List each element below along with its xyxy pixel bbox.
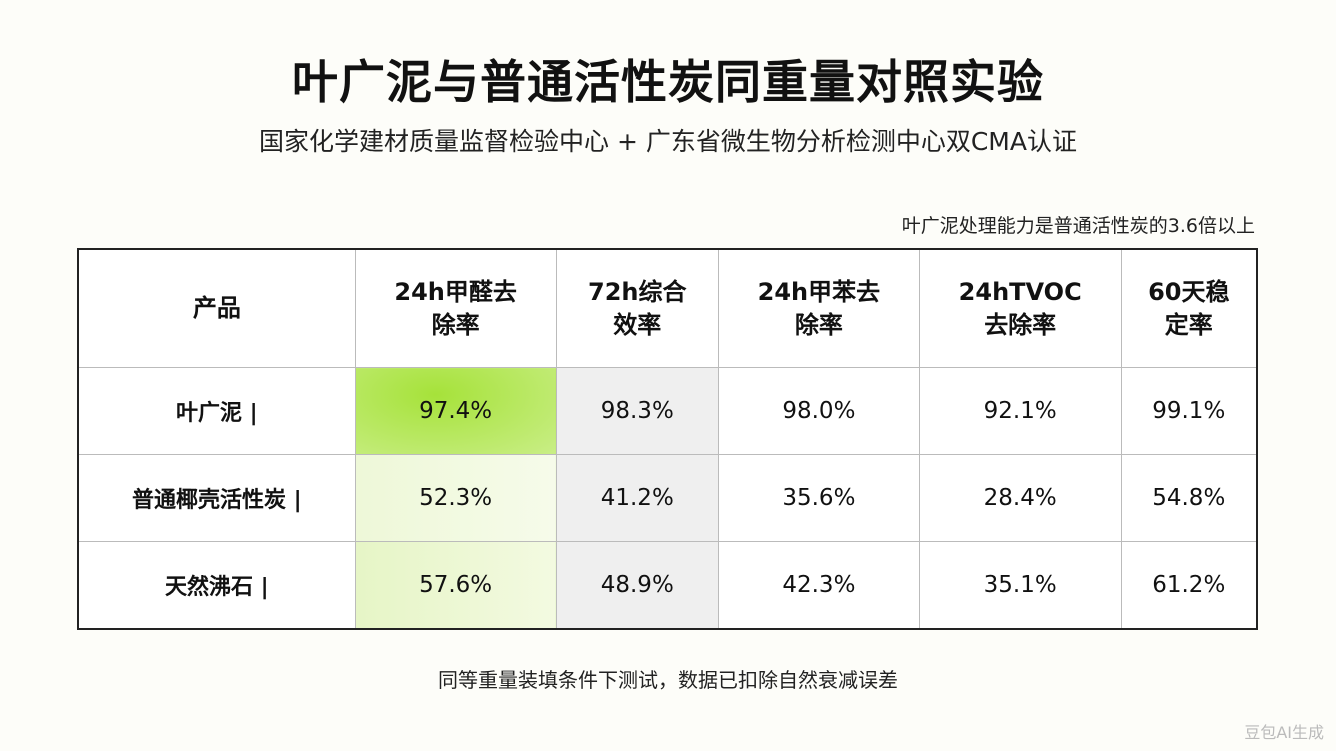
value-cell: 41.2% xyxy=(555,453,719,542)
header-line: 24hTVOC xyxy=(958,278,1082,307)
header-line: 除率 xyxy=(794,310,843,339)
subtitle: 国家化学建材质量监督检验中心 + 广东省微生物分析检测中心双CMA认证 xyxy=(259,127,1077,156)
header-cell: 60天稳定率 xyxy=(1120,248,1258,368)
header-line: 定率 xyxy=(1164,310,1213,339)
header-row: 产品 24h甲醛去 除率 72h综合 效率 24h甲苯去 除率 24hTVOC 去除率 60天稳定… xyxy=(77,248,1258,368)
value-cell: 99.1% xyxy=(1120,367,1258,455)
value-cell: 61.2% xyxy=(1120,540,1258,630)
product-cell: 天然沸石 | xyxy=(77,540,356,630)
value-cell: 35.1% xyxy=(918,540,1122,630)
value-cell: 28.4% xyxy=(918,453,1122,542)
note: 叶广泥处理能力是普通活性炭的3.6倍以上 xyxy=(901,215,1255,237)
header-cell: 72h综合效率 xyxy=(555,248,719,368)
value-cell: 42.3% xyxy=(717,540,920,630)
footer: 同等重量装填条件下测试，数据已扣除自然衰减误差 xyxy=(438,668,898,692)
value-cell: 97.4% xyxy=(354,367,557,455)
watermark: 豆包AI生成 xyxy=(1244,723,1324,742)
value-cell: 98.3% xyxy=(555,367,719,455)
value-cell: 35.6% xyxy=(717,453,920,542)
header-line: 24h甲苯去 xyxy=(757,278,881,307)
value-cell: 54.8% xyxy=(1120,453,1258,542)
header-cell: 24hTVOC 去除率 xyxy=(918,248,1122,368)
header-line: 除率 xyxy=(431,310,480,339)
header-line: 效率 xyxy=(613,310,662,339)
data-row: 普通椰壳活性炭 | 52.3% 41.2% 35.6% 28.4% 54.8% xyxy=(77,453,1258,542)
product-cell: 普通椰壳活性炭 | xyxy=(77,453,356,542)
header-line: 去除率 xyxy=(984,310,1057,339)
header-cell: 24h甲醛去 除率 xyxy=(354,248,557,368)
data-row: 天然沸石 | 57.6% 48.9% 42.3% 35.1% 61.2% xyxy=(77,540,1258,630)
header-cell: 产品 xyxy=(77,248,356,368)
title: 叶广泥与普通活性炭同重量对照实验 xyxy=(292,55,1044,109)
value-cell: 57.6% xyxy=(354,540,557,630)
comparison-table: 产品 24h甲醛去 除率 72h综合 效率 24h甲苯去 除率 24hTVOC 去除率 60天稳定… xyxy=(77,248,1258,630)
product-cell: 叶广泥 | xyxy=(77,367,356,455)
header-line: 72h综合 xyxy=(588,278,687,307)
header-line: 产品 xyxy=(192,294,241,323)
header-line: 60天稳 xyxy=(1148,278,1230,307)
header-cell: 24h甲苯去 除率 xyxy=(717,248,920,368)
value-cell: 92.1% xyxy=(918,367,1122,455)
data-row: 叶广泥 | 97.4% 98.3% 98.0% 92.1% 99.1% xyxy=(77,367,1258,455)
header-line: 24h甲醛去 xyxy=(394,278,517,307)
value-cell: 48.9% xyxy=(555,540,719,630)
value-cell: 52.3% xyxy=(354,453,557,542)
value-cell: 98.0% xyxy=(717,367,920,455)
